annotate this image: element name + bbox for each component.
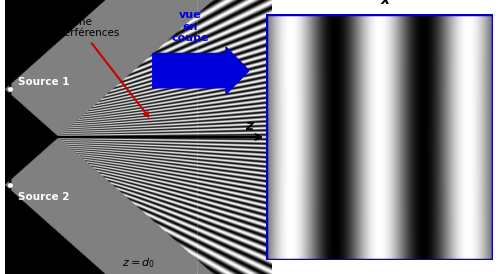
Text: z = 0: z = 0: [7, 147, 33, 156]
Text: $z = d_0$: $z = d_0$: [122, 256, 155, 270]
Text: z: z: [245, 119, 253, 133]
FancyArrow shape: [153, 47, 249, 94]
Text: zone
d’interférences: zone d’interférences: [40, 17, 148, 116]
Text: x: x: [15, 5, 24, 19]
Text: Source 2: Source 2: [18, 192, 70, 202]
Text: x: x: [381, 0, 390, 7]
Text: Source 1: Source 1: [18, 77, 70, 87]
Text: vue
en
coupe: vue en coupe: [172, 10, 209, 43]
